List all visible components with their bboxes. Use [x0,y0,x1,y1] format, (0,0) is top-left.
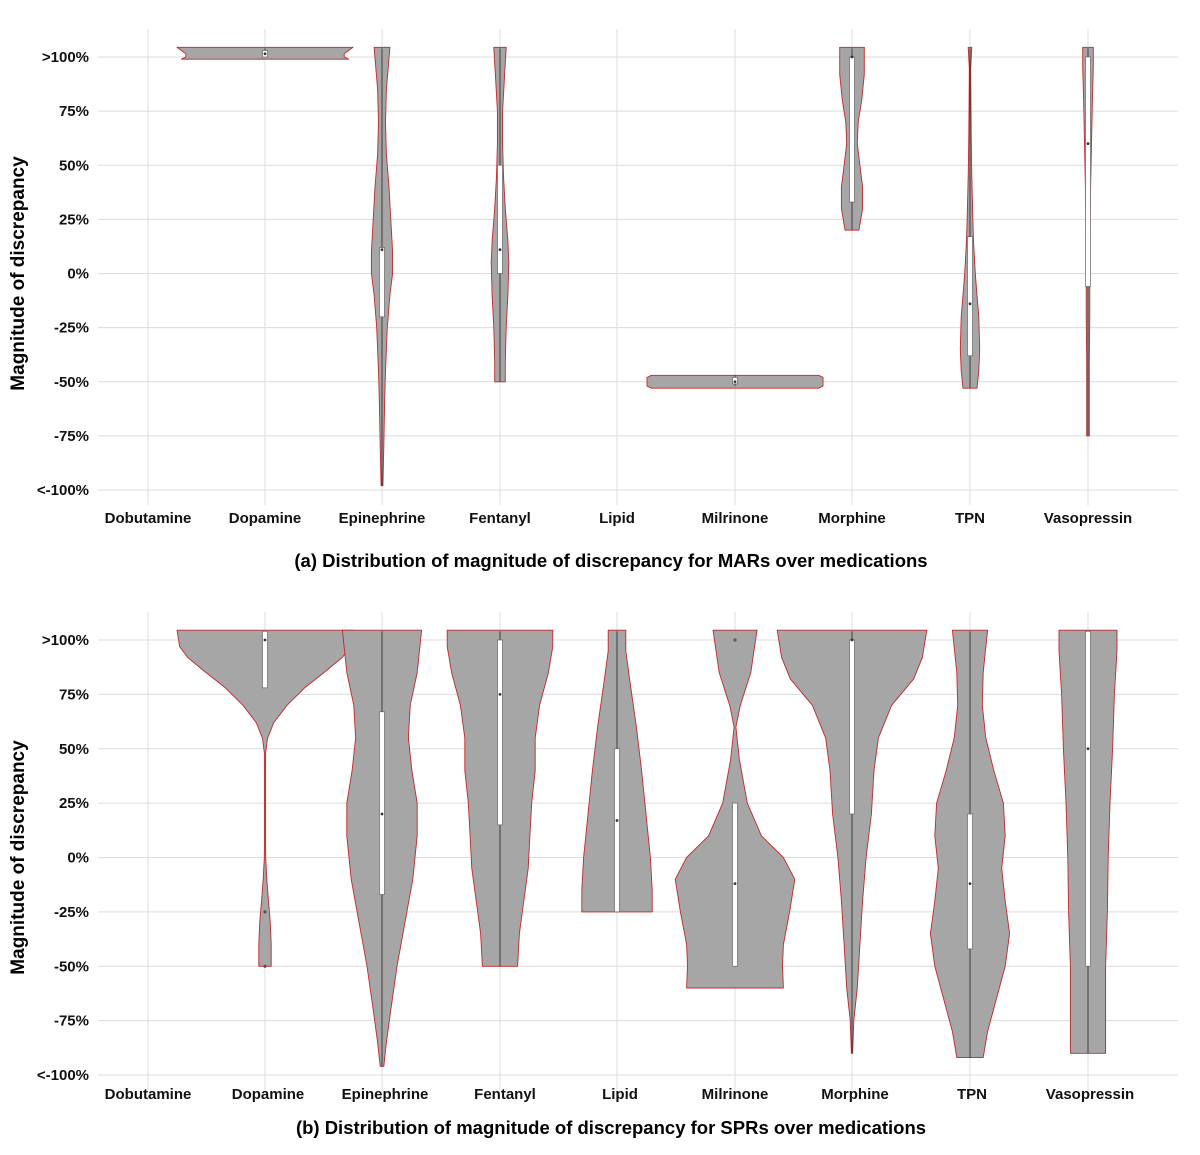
y-tick-label: -50% [54,958,89,975]
x-tick-label: Vasopressin [1044,510,1132,527]
median-milrinone [733,882,737,885]
median-epinephrine [380,248,384,252]
x-tick-label: TPN [957,1086,987,1103]
y-tick-label: 0% [67,850,89,867]
x-tick-label: Fentanyl [469,510,531,527]
median-vasopressin [1086,142,1090,146]
median-lipid [615,819,619,822]
median-dopamine [263,52,267,56]
x-tick-label: Morphine [818,510,886,527]
box-dopamine [262,630,268,689]
box-morphine [849,639,855,815]
x-tick-label: TPN [955,510,985,527]
box-epinephrine [379,711,385,895]
x-tick-label: Milrinone [702,510,769,527]
x-tick-label: Lipid [599,510,635,527]
x-tick-label: Dobutamine [105,510,192,527]
x-tick-label: Epinephrine [339,510,426,527]
y-tick-label: <-100% [37,1067,89,1084]
y-tick-label: -75% [54,1013,89,1030]
box-tpn [967,813,973,950]
median-morphine [850,638,854,642]
outlier-dopamine [263,910,267,914]
x-tick-label: Vasopressin [1046,1086,1134,1103]
x-tick-label: Milrinone [702,1086,769,1103]
median-milrinone [733,380,737,384]
chart-caption: (b) Distribution of magnitude of discrep… [296,1117,926,1138]
y-axis-title: Magnitude of discrepancy [8,156,29,391]
box-vasopressin [1085,630,1091,967]
y-tick-label: -75% [54,428,89,445]
box-vasopressin [1085,56,1091,287]
box-epinephrine [379,247,385,318]
y-tick-label: 50% [59,741,89,758]
y-tick-label: 75% [59,686,89,703]
y-tick-label: 50% [59,157,89,174]
median-tpn [968,882,972,885]
median-morphine [850,55,854,59]
y-tick-label: >100% [42,49,89,66]
median-dopamine [263,638,267,642]
y-tick-label: 25% [59,211,89,228]
y-tick-label: >100% [42,632,89,649]
outlier-dopamine [263,964,267,968]
median-fentanyl [498,692,502,696]
x-tick-label: Epinephrine [342,1086,429,1103]
median-epinephrine [380,812,384,816]
x-tick-label: Lipid [602,1086,638,1103]
box-morphine [849,56,855,203]
x-tick-label: Dopamine [229,510,302,527]
y-tick-label: 25% [59,795,89,812]
x-tick-label: Fentanyl [474,1086,536,1103]
y-tick-label: 75% [59,103,89,120]
chart-caption: (a) Distribution of magnitude of discrep… [294,550,927,571]
y-tick-label: <-100% [37,482,89,499]
y-tick-label: -50% [54,374,89,391]
median-fentanyl [498,248,502,252]
median-vasopressin [1086,747,1090,751]
y-axis-title: Magnitude of discrepancy [8,740,29,975]
x-tick-label: Dobutamine [105,1086,192,1103]
y-tick-label: -25% [54,320,89,337]
violin-dopamine [176,629,354,967]
x-tick-label: Morphine [821,1086,889,1103]
y-tick-label: -25% [54,904,89,921]
y-tick-label: 0% [67,266,89,283]
box-tpn [967,236,973,357]
x-tick-label: Dopamine [232,1086,305,1103]
median-tpn [968,302,972,306]
outlier-milrinone [733,638,737,642]
box-fentanyl [497,639,503,826]
box-lipid [614,748,620,913]
box-fentanyl [497,164,503,274]
